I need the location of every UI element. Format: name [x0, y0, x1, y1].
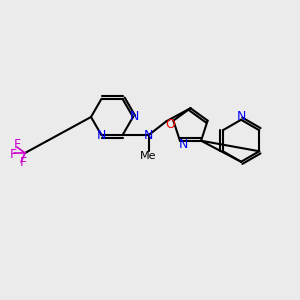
- Text: F: F: [20, 157, 27, 169]
- Text: N: N: [97, 129, 106, 142]
- Text: Me: Me: [140, 151, 157, 161]
- Text: N: N: [179, 138, 189, 151]
- Text: N: N: [236, 110, 246, 123]
- Text: N: N: [129, 110, 139, 122]
- Text: F: F: [14, 139, 21, 152]
- Text: N: N: [144, 129, 153, 142]
- Text: F: F: [9, 148, 16, 161]
- Text: O: O: [165, 118, 175, 131]
